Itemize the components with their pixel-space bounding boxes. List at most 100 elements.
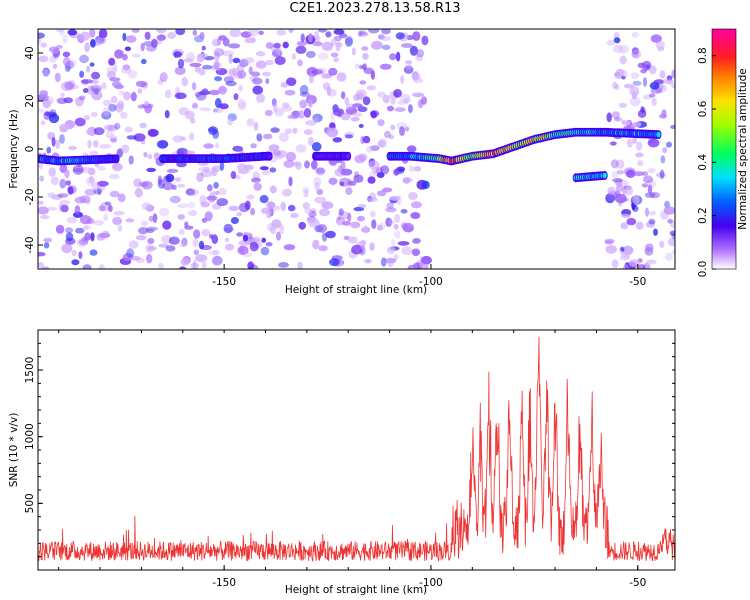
spectrogram-y-axis-label: Frequency (Hz) bbox=[8, 109, 20, 188]
spectrogram-noise-blob bbox=[87, 85, 95, 95]
spectrogram-noise-blob bbox=[75, 96, 84, 107]
colorbar-tick-label: 0.4 bbox=[697, 154, 709, 171]
spectrogram-noise-blob bbox=[303, 189, 309, 198]
spectrogram-noise-blob bbox=[250, 143, 257, 149]
spectrogram-noise-blob bbox=[671, 69, 675, 79]
spectrogram-noise-blob bbox=[296, 41, 307, 46]
spectrogram-noise-blob bbox=[338, 165, 343, 173]
spectrogram-noise-blob bbox=[238, 240, 250, 246]
colorbar-label: Normalized spectral amplitude bbox=[737, 68, 749, 229]
spectrogram-noise-blob bbox=[329, 258, 340, 267]
spectrogram-noise-blob bbox=[77, 34, 84, 43]
spectrogram-noise-blob bbox=[250, 207, 256, 216]
colorbar-tick-label: 0.8 bbox=[697, 47, 709, 64]
spectrogram-noise-blob bbox=[620, 213, 631, 218]
x-tick-label: -100 bbox=[419, 276, 443, 288]
spectrogram-noise-blob bbox=[143, 151, 148, 158]
spectrogram-noise-blob bbox=[658, 113, 667, 119]
spectrogram-noise-blob bbox=[144, 100, 149, 106]
spectrogram-noise-blob bbox=[412, 31, 421, 41]
spectrogram-noise-blob bbox=[224, 237, 230, 243]
spectrogram-noise-blob bbox=[299, 99, 308, 109]
spectrogram-noise-blob bbox=[214, 51, 220, 62]
spectrogram-noise-blob bbox=[625, 169, 636, 178]
spectrogram-noise-blob bbox=[251, 71, 261, 77]
spectrogram-noise-blob bbox=[178, 229, 185, 235]
spectrogram-noise-blob bbox=[312, 239, 320, 250]
spectrogram-noise-blob bbox=[82, 88, 89, 93]
colorbar-gradient bbox=[712, 29, 736, 269]
spectrogram-noise-blob bbox=[612, 178, 623, 183]
spectrogram-noise-blob bbox=[190, 117, 196, 124]
spectrogram-noise-blob bbox=[279, 224, 285, 235]
spectrogram-noise-blob bbox=[71, 259, 80, 266]
spectrogram-noise-blob bbox=[55, 224, 65, 234]
spectrogram-noise-blob bbox=[283, 160, 295, 168]
spectrogram-noise-blob bbox=[134, 187, 143, 198]
spectrogram-noise-blob bbox=[361, 46, 369, 51]
spectrogram-noise-blob bbox=[254, 181, 261, 191]
spectrogram-noise-blob bbox=[131, 256, 141, 261]
spectrogram-noise-blob bbox=[81, 236, 88, 243]
spectrogram-noise-blob bbox=[400, 75, 405, 84]
spectrogram-noise-blob bbox=[113, 210, 125, 216]
spectrogram-noise-blob bbox=[43, 242, 50, 249]
spectrogram-noise-blob bbox=[283, 244, 296, 251]
spectrogram-noise-blob bbox=[264, 109, 273, 117]
spectrogram-noise-blob bbox=[59, 178, 67, 189]
spectrogram-noise-blob bbox=[651, 97, 657, 106]
spectrogram-noise-blob bbox=[93, 127, 105, 136]
spectrogram-noise-blob bbox=[120, 111, 128, 119]
spectrogram-noise-blob bbox=[366, 85, 377, 91]
spectrogram-noise-blob bbox=[255, 51, 266, 57]
spectrogram-noise-blob bbox=[244, 57, 255, 64]
spectrogram-noise-blob bbox=[415, 54, 424, 62]
spectrogram-noise-blob bbox=[177, 214, 185, 220]
spectrogram-noise-blob bbox=[157, 140, 169, 149]
spectrogram-noise-blob bbox=[126, 248, 135, 259]
spectrogram-noise-blob bbox=[618, 44, 629, 54]
spectrogram-noise-blob bbox=[104, 201, 112, 206]
spectrogram-noise-blob bbox=[405, 63, 413, 70]
spectrogram-noise-blob bbox=[413, 78, 424, 84]
spectrogram-noise-blob bbox=[663, 206, 675, 215]
spectrogram-noise-blob bbox=[223, 223, 233, 234]
spectrogram-noise-blob bbox=[613, 44, 624, 54]
spectrogram-noise-blob bbox=[292, 127, 298, 134]
spectrogram-noise-blob bbox=[389, 53, 397, 61]
spectrogram-noise-blob bbox=[645, 221, 656, 228]
spectrogram-noise-blob bbox=[211, 167, 218, 177]
spectrogram-noise-blob bbox=[79, 195, 91, 204]
spectrogram-noise-blob bbox=[402, 222, 415, 233]
spectrogram-noise-blob bbox=[345, 103, 355, 110]
spectrogram-noise-blob bbox=[232, 145, 244, 152]
spectrogram-noise-blob bbox=[179, 242, 186, 248]
spectrogram-noise-blob bbox=[403, 226, 414, 233]
spectrogram-noise-blob bbox=[250, 36, 256, 43]
spectrogram-noise-blob bbox=[124, 126, 133, 133]
spectrogram-noise-blob bbox=[278, 132, 289, 142]
spectrogram-noise-blob bbox=[269, 167, 277, 173]
spectrogram-noise-blob bbox=[640, 106, 645, 113]
spectrogram-noise-blob bbox=[217, 86, 228, 93]
spectrogram-frame bbox=[37, 28, 676, 270]
spectrogram-noise-blob bbox=[79, 54, 89, 64]
spectrogram-noise-blob bbox=[109, 190, 120, 198]
spectrogram-noise-blob bbox=[330, 52, 339, 58]
spectrogram-noise-blob bbox=[620, 222, 629, 230]
spectrogram-noise-blob bbox=[259, 195, 269, 204]
spectrogram-noise-blob bbox=[102, 99, 112, 107]
spectrogram-noise-blob bbox=[225, 80, 237, 87]
spectrogram-noise-blob bbox=[647, 168, 656, 174]
spectrogram-noise-blob bbox=[665, 252, 673, 261]
colorbar: 0.0 0.2 0.4 0.6 0.8 Normalized spectral ampl… bbox=[697, 28, 749, 277]
spectrogram-noise-blob bbox=[121, 144, 130, 154]
spectrogram-noise-blob bbox=[403, 97, 410, 104]
spectrogram-noise-blob bbox=[317, 29, 328, 33]
spectrogram-noise-blob bbox=[203, 143, 214, 149]
spectrogram-noise-blob bbox=[213, 48, 225, 57]
spectrogram-noise-blob bbox=[189, 62, 202, 67]
spectrogram-noise-blob bbox=[648, 218, 656, 225]
spectrogram-noise-blob bbox=[222, 50, 234, 57]
spectrogram-noise-blob bbox=[632, 80, 642, 86]
